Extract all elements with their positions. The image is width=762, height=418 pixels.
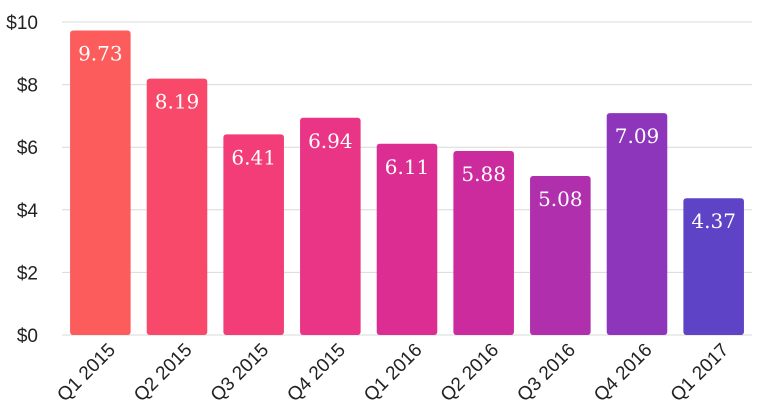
bars: 9.73 8.19 6.41 6.94 6.11 5.88 5.08 7.09 4.37 (70, 30, 744, 336)
bar (223, 134, 284, 335)
bar (453, 150, 514, 335)
y-tick-label: $2 (17, 263, 38, 284)
bar (606, 113, 668, 335)
bar-value-label: 7.09 (615, 124, 660, 148)
bar-value-label: 5.08 (538, 187, 583, 211)
bar-value-label: 5.88 (461, 162, 506, 186)
bar (146, 78, 208, 335)
bar (300, 117, 361, 335)
y-tick-label: $4 (17, 201, 39, 222)
bar (530, 175, 591, 335)
y-axis: $0 $2 $4 $6 $8 $10 (6, 13, 38, 347)
bar-value-label: 4.37 (691, 209, 736, 233)
bar (70, 30, 131, 336)
bar-value-label: 8.19 (155, 90, 200, 114)
bar-value-label: 6.94 (308, 129, 353, 153)
bar-value-label: 9.73 (78, 41, 123, 65)
x-tick-label: Q1 2016 (360, 340, 426, 406)
x-tick-label: Q1 2017 (667, 340, 733, 406)
y-tick-label: $10 (6, 13, 38, 34)
x-tick-label: Q3 2015 (207, 340, 273, 406)
y-tick-label: $6 (17, 138, 38, 159)
x-tick-label: Q3 2016 (513, 340, 579, 406)
bar-value-label: 6.41 (231, 145, 276, 169)
x-tick-label: Q2 2016 (437, 340, 503, 406)
x-tick-label: Q4 2015 (283, 340, 349, 406)
x-tick-label: Q4 2016 (590, 340, 656, 406)
bar (683, 198, 744, 335)
x-axis: Q1 2015 Q2 2015 Q3 2015 Q4 2015 Q1 2016 Q2 20… (53, 340, 733, 406)
y-tick-label: $8 (17, 76, 38, 97)
x-tick-label: Q1 2015 (53, 340, 119, 406)
y-tick-label: $0 (17, 326, 38, 347)
x-tick-label: Q2 2015 (130, 340, 196, 406)
bar-value-label: 6.11 (385, 155, 430, 179)
bar (376, 143, 438, 335)
